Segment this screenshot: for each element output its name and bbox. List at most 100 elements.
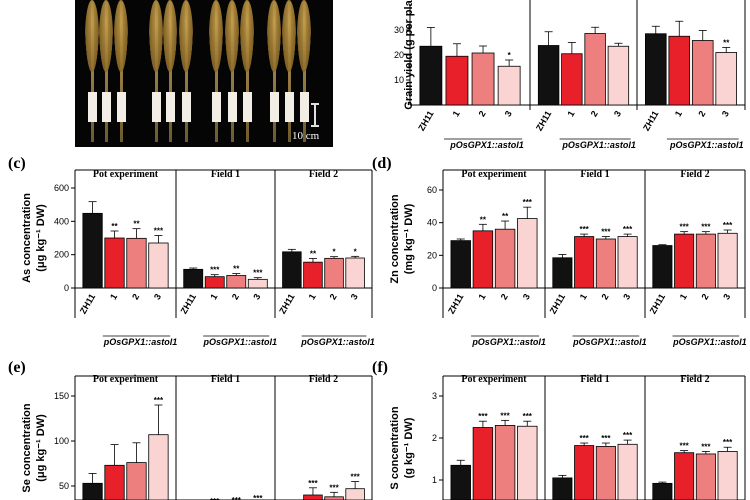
bar [584,33,606,106]
y-tick-label: 0 [64,283,69,293]
y-axis-label: Se concentration [21,403,33,493]
bar [104,237,125,289]
y-tick-label: 200 [54,250,69,260]
group-title: Pot experiment [93,374,159,385]
category-label: 3 [720,109,731,118]
significance-marker: *** [601,228,611,237]
chart-panel-d: 0 20 40 60 Zn concentration (mg kg⁻¹ DW) Pot e… [389,169,747,347]
bar [517,218,538,289]
bar [303,261,323,289]
rice-plants-photo: 10 cm [75,0,333,147]
bar [561,53,583,106]
category-label: ZH11 [179,292,198,316]
bar [226,275,247,289]
bar [552,257,573,289]
bar [617,443,638,500]
bar [204,276,225,289]
bar [494,424,516,500]
rice-stalk [246,2,249,142]
bar [247,278,268,289]
y-tick-label: 50 [59,481,69,491]
category-label: 3 [612,109,623,118]
rice-panicle [114,0,128,72]
significance-marker: *** [329,483,339,492]
bar [104,464,125,500]
plant-tag [102,92,111,122]
y-tick-label: 2 [432,433,437,443]
bar [450,240,471,289]
rice-stalk [105,2,108,142]
bar [717,232,738,289]
y-tick-label: 400 [54,216,69,226]
bar [695,453,716,500]
y-tick-label: 1 [432,475,437,485]
significance-marker: *** [154,396,164,405]
bar [691,40,714,106]
y-axis-label: Grain yield (g per pla [403,0,415,110]
scale-bar-label: 10 cm [292,130,320,142]
bar [595,445,616,500]
significance-marker: *** [253,494,263,500]
group-title: Field 1 [580,374,609,385]
category-label: 3 [251,292,262,301]
chart-panel-f: 1 2 3 S concentration (g kg⁻¹ DW) Pot experim… [389,374,746,500]
category-label: ZH11 [534,109,553,133]
group-title: Pot experiment [461,374,527,385]
category-label: 1 [451,109,462,118]
group-title: Field 2 [309,374,338,385]
rice-stalk [155,2,158,142]
bar [644,33,667,106]
significance-marker: *** [478,412,488,421]
plant-tag [166,92,175,122]
y-tick-label: 20 [427,250,437,260]
category-label: ZH11 [277,292,296,316]
significance-marker: ** [310,250,317,259]
genotype-label: pOsGPX1::astol1 [300,337,375,347]
significance-marker: *** [253,269,263,278]
y-axis-unit-label: (mg kg⁻¹ DW) [403,203,415,274]
significance-marker: * [354,247,358,256]
category-label: 1 [565,109,576,118]
plant-tag [212,92,221,122]
bar [471,52,495,106]
panel-label-c: (c) [8,155,26,172]
genotype-label: pOsGPX1::astol1 [471,337,546,347]
significance-marker: *** [623,431,633,440]
category-label: 2 [230,292,241,301]
category-label: 3 [152,292,163,301]
bar [552,477,573,500]
rice-stalk [169,2,172,142]
group-title: Field 2 [680,169,709,180]
panel-label-e: (e) [8,359,26,376]
bar [652,245,673,289]
significance-marker: *** [500,411,510,420]
bar [652,482,673,500]
significance-marker: *** [579,434,589,443]
y-tick-label: 20 [394,50,404,60]
category-label: 1 [673,109,684,118]
bar [126,462,147,500]
bar [674,452,695,500]
rice-stalk [273,2,276,142]
group-title: Pot experiment [93,169,159,180]
bar [595,238,616,289]
rice-stalk [185,2,188,142]
significance-marker: ** [502,212,509,221]
category-label: 2 [499,292,510,301]
bar [574,445,595,500]
bar [324,257,344,289]
panel-label-f: (f) [372,359,388,376]
plant-tag [300,92,309,122]
y-tick-label: 150 [54,391,69,401]
category-label: 1 [208,292,219,301]
rice-panicle [179,0,193,72]
significance-marker: ** [111,222,118,231]
rice-panicle [209,0,223,72]
significance-marker: *** [723,438,733,447]
y-tick-label: 600 [54,183,69,193]
category-label: ZH11 [416,109,435,133]
rice-panicle [99,0,113,72]
rice-panicle [297,0,311,72]
category-label: 2 [477,109,488,118]
